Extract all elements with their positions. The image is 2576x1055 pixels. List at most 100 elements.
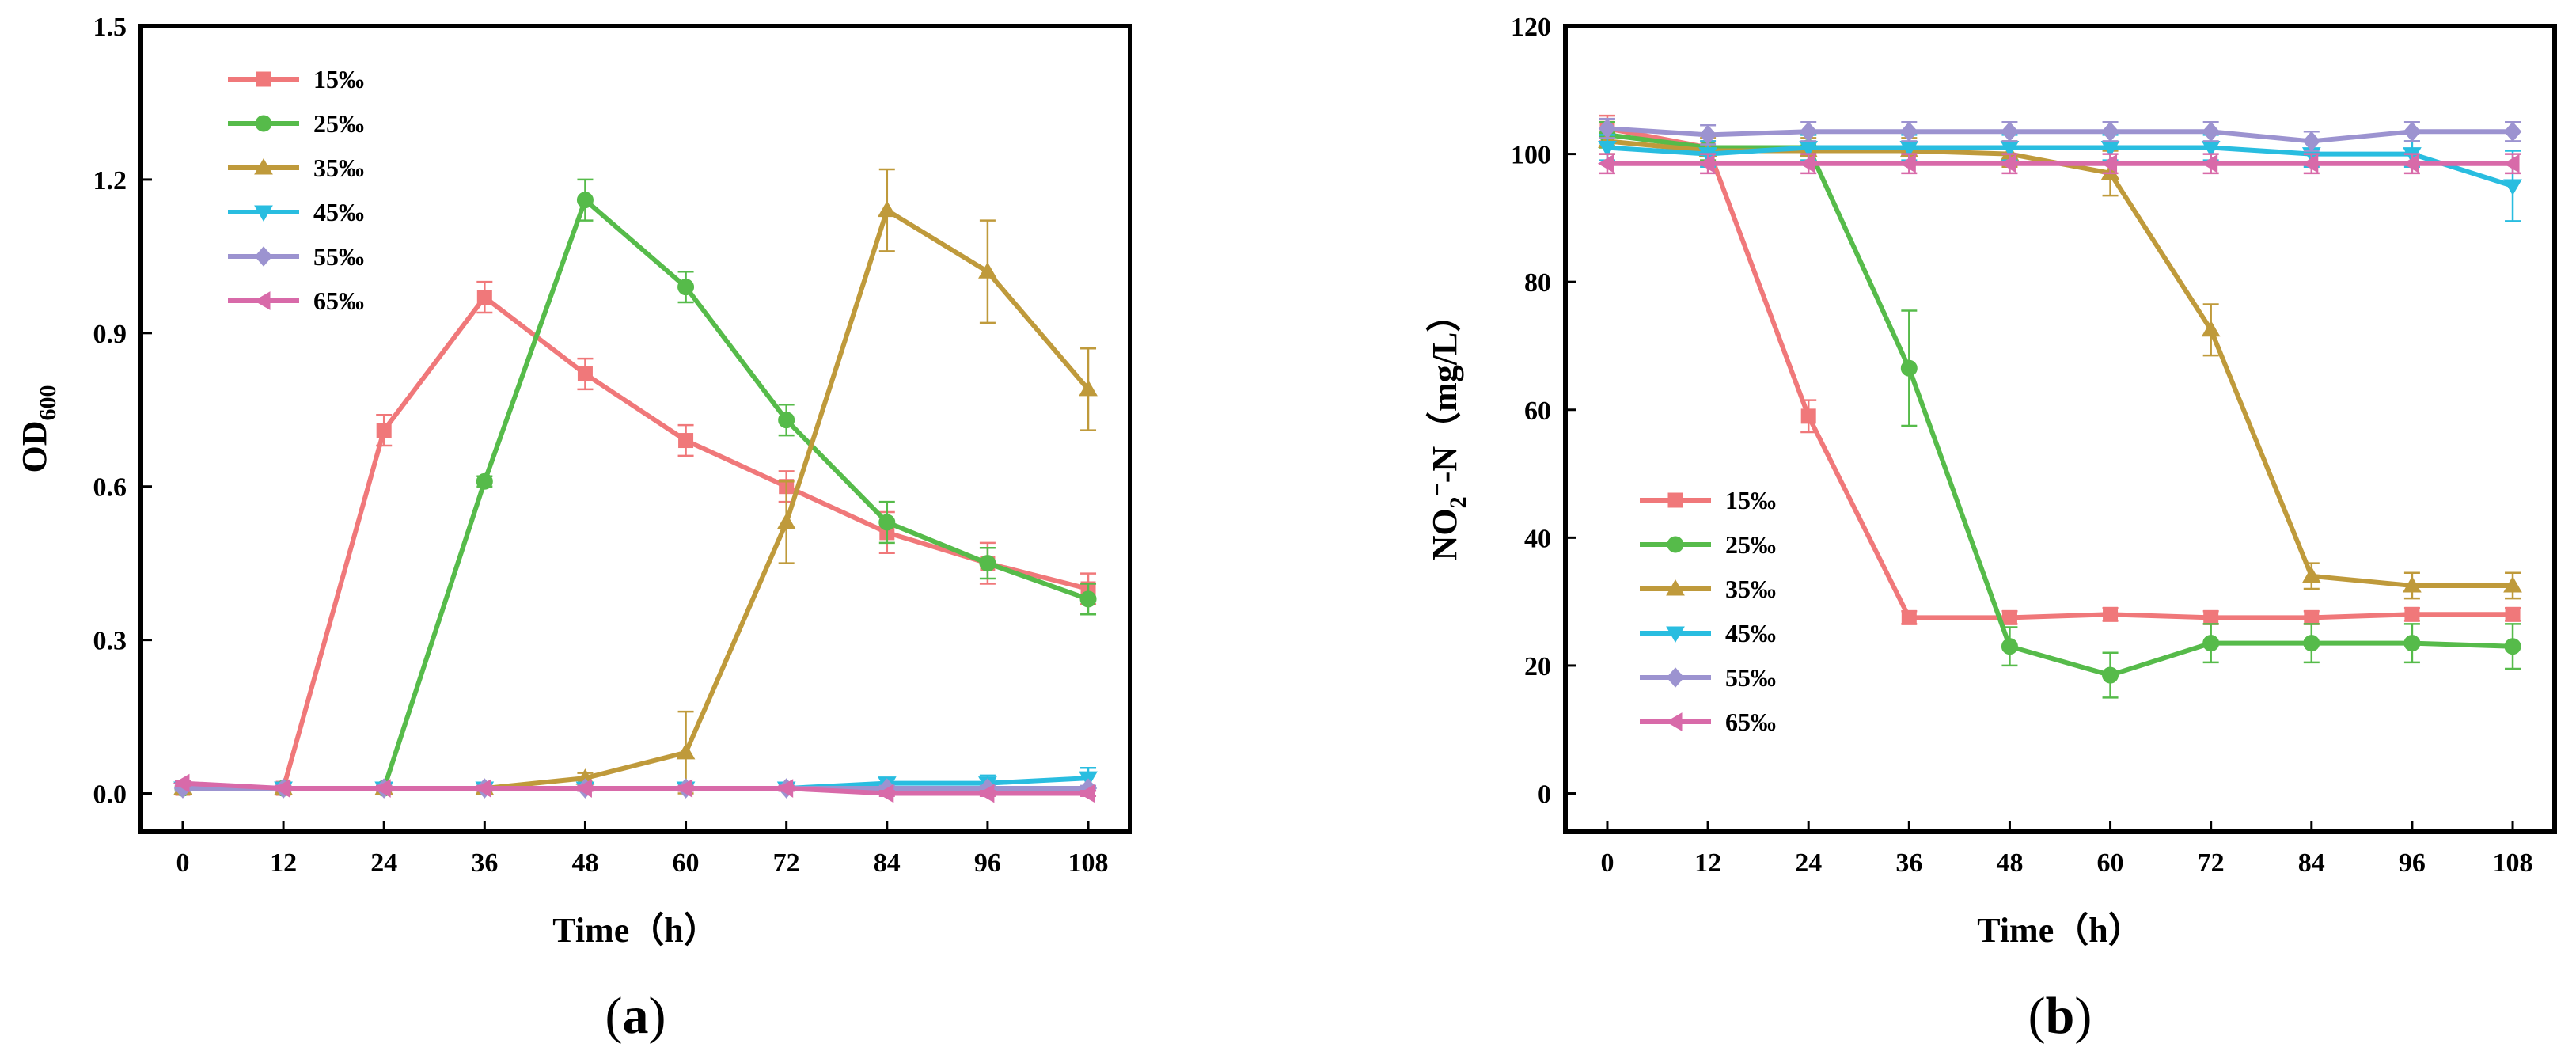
panel-b-data-point	[1800, 408, 1816, 424]
panel-a-legend-item-45permil: 45‰	[228, 198, 364, 226]
panel-a-legend-label: 45‰	[313, 198, 364, 226]
panel-a-xtick-label: 12	[270, 848, 297, 878]
panel-b-data-point	[1899, 154, 1916, 173]
panel-b-legend-label: 65‰	[1725, 708, 1776, 736]
panel-b-y-axis-title-sup: −	[1425, 483, 1451, 496]
panel-a-panel-label: (a)	[605, 987, 666, 1045]
panel-a-xtick-label: 96	[974, 848, 1001, 878]
panel-b-data-point	[2302, 131, 2320, 152]
panel-a-xtick-label: 72	[773, 848, 800, 878]
panel-b-xtick-label: 72	[2198, 848, 2225, 878]
panel-b-series-line	[1607, 126, 2513, 144]
panel-b-data-point	[2102, 666, 2119, 684]
panel-a-data-point	[979, 555, 996, 572]
panel-a-data-point	[476, 290, 492, 305]
panel-b-data-point	[1698, 124, 1717, 146]
panel-b-data-point	[2201, 320, 2221, 337]
panel-a-legend-item-55permil: 55‰	[228, 242, 364, 271]
panel-b-ytick-label: 0	[1538, 780, 1551, 810]
panel-a-legend-item-65permil: 65‰	[228, 287, 364, 315]
panel-a-data-point	[274, 779, 290, 798]
panel-b-data-point	[2304, 609, 2320, 625]
panel-a-ytick-label: 0.9	[93, 320, 127, 349]
panel-b-legend-label: 45‰	[1725, 619, 1776, 647]
panel-b-y-axis-title: NO2−-N（mg/L）	[1425, 298, 1471, 561]
panel-b-data-point	[1598, 118, 1617, 139]
panel-b-data-point	[1900, 121, 1918, 142]
panel-b-legend-marker	[1667, 492, 1683, 508]
panel-a-data-point	[173, 773, 190, 793]
panel-a-legend-item-25permil: 25‰	[228, 109, 364, 138]
panel-b-xtick-label: 24	[1795, 848, 1822, 878]
panel-a-data-point	[575, 779, 592, 798]
panel-a-xtick-label: 36	[471, 848, 498, 878]
panel-a-data-point	[475, 779, 491, 798]
panel-b-xtick-label: 108	[2493, 848, 2533, 878]
panel-a-data-point	[1079, 784, 1095, 803]
panel-a-data-point	[778, 412, 795, 429]
panel-b-data-point	[2403, 635, 2421, 652]
panel-b-legend-label: 15‰	[1725, 486, 1776, 514]
panel-a-data-point	[376, 423, 392, 438]
panel-b-data-point	[2504, 638, 2521, 655]
panel-b-y-axis-title-rest: -N（mg/L）	[1425, 298, 1464, 484]
panel-b-data-point	[1800, 121, 1818, 142]
panel-a-legend: 15‰ 25‰ 35‰ 45‰ 55‰ 65‰	[228, 65, 364, 315]
chart-panel-a: 0 12 24 36 48 60 72 84 96 108 0.0 0.3 0.6 0.9 1.2 1.5 15…	[15, 13, 1132, 1045]
panel-b-data-point	[1900, 359, 1918, 377]
panel-a-series-65permil	[173, 773, 1097, 803]
panel-b-legend-item-15permil: 15‰	[1640, 486, 1776, 514]
panel-b-xtick-label: 0	[1600, 848, 1614, 878]
panel-a-legend-item-35permil: 35‰	[228, 154, 364, 182]
panel-a-data-point	[877, 784, 894, 803]
panel-a-data-point	[877, 200, 897, 218]
chart-panel-b: 0 12 24 36 48 60 72 84 96 10802040608010012015‰25…	[1425, 13, 2557, 1045]
panel-b-data-point	[2503, 575, 2522, 593]
panel-a-legend-label: 15‰	[313, 65, 364, 93]
panel-b-ytick-label: 60	[1524, 397, 1551, 426]
panel-b-data-point	[2001, 609, 2017, 625]
panel-b-data-point	[2203, 609, 2219, 625]
panel-b-data-point	[2100, 154, 2118, 173]
panel-a-ytick-label: 0.3	[93, 627, 127, 656]
panel-b-xtick-label: 12	[1694, 848, 1721, 878]
panel-a-xtick-label: 24	[370, 848, 397, 878]
panel-b-data-point	[2301, 154, 2319, 173]
panel-b-legend-item-45permil: 45‰	[1640, 619, 1776, 647]
panel-b-legend-marker	[1666, 579, 1685, 596]
panel-b-data-point	[1698, 154, 1715, 173]
panel-b-data-point	[1597, 154, 1614, 173]
panel-b-legend-marker	[1667, 536, 1684, 553]
panel-b-data-point	[2301, 566, 2321, 583]
panel-a-legend-marker	[254, 291, 271, 310]
panel-b-data-point	[2001, 121, 2019, 142]
panel-a-xtick-label: 60	[673, 848, 700, 878]
panel-b-series-65permil	[1597, 153, 2521, 175]
panel-b-y-axis-title-sub: 2	[1445, 496, 1471, 508]
panel-b-ytick-label: 100	[1511, 141, 1551, 170]
panel-a-data-point	[676, 779, 693, 798]
panel-a-xtick-label: 108	[1068, 848, 1109, 878]
panel-b-panel-label: (b)	[2028, 987, 2092, 1045]
panel-a-legend-label: 35‰	[313, 154, 364, 182]
panel-a-data-point	[677, 279, 695, 296]
panel-b-ytick-label: 40	[1524, 524, 1551, 553]
panel-b-data-point	[1901, 609, 1917, 625]
panel-b-legend-item-65permil: 65‰	[1640, 708, 1776, 736]
panel-a-legend-marker	[255, 115, 272, 132]
panel-b-xtick-label: 96	[2399, 848, 2426, 878]
panel-b-series-line	[1607, 132, 2513, 678]
panel-a-data-point	[1079, 379, 1098, 397]
panel-b-data-point	[1598, 141, 1617, 157]
panel-b-legend-marker	[1666, 712, 1683, 731]
panel-b-x-axis-title: Time（h）	[1977, 911, 2142, 950]
panel-b-series-line	[1607, 145, 2513, 188]
panel-b-data-point	[2505, 606, 2521, 622]
panel-b-data-point	[2402, 154, 2419, 173]
panel-a-data-point	[577, 366, 593, 382]
panel-b-data-point	[2503, 179, 2522, 195]
panel-a-xtick-label: 84	[874, 848, 901, 878]
panel-a-legend-item-15permil: 15‰	[228, 65, 364, 93]
panel-a-data-point	[678, 433, 694, 449]
